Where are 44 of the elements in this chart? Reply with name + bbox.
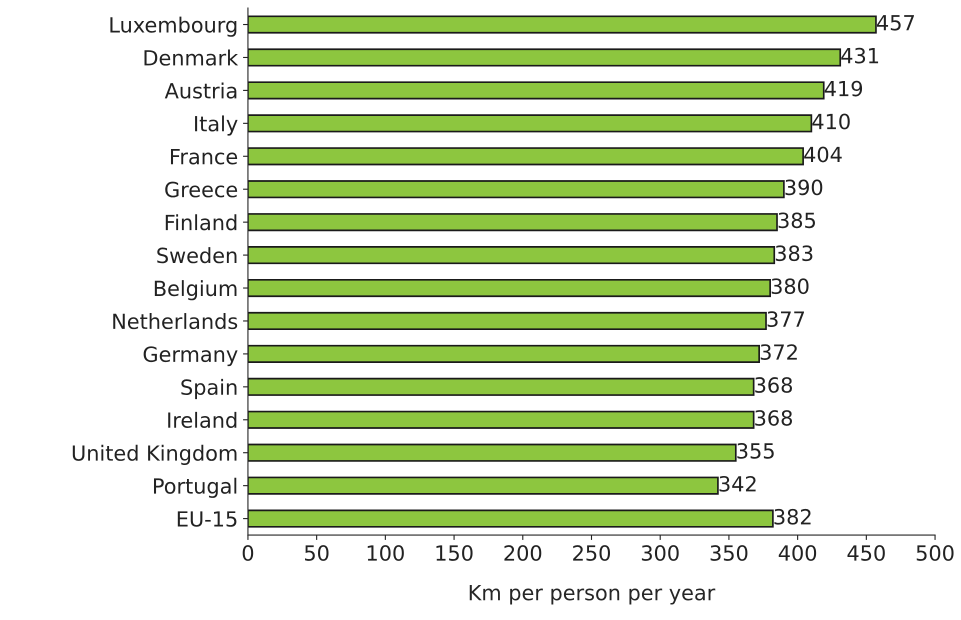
x-tick-label: 150 (436, 545, 473, 561)
x-tick-label: 200 (504, 545, 542, 561)
y-tick-label: Denmark (144, 50, 238, 66)
x-tick-label: 400 (778, 545, 816, 561)
x-axis-title: Km per person per year (470, 585, 716, 605)
data-label: 377 (768, 311, 804, 328)
data-label: 431 (841, 48, 878, 64)
data-label: 372 (760, 344, 797, 360)
data-label: 382 (774, 508, 811, 525)
x-tick-label: 250 (573, 545, 610, 561)
x-tick-label: 500 (916, 545, 954, 561)
data-label: 380 (772, 278, 809, 294)
data-label: 383 (776, 245, 812, 262)
y-tick-label: Netherlands (113, 313, 238, 330)
y-tick-label: Ireland (168, 412, 236, 428)
x-tick-label: 300 (642, 545, 679, 561)
y-tick-label: Luxembourg (110, 16, 236, 37)
data-label: 390 (785, 180, 822, 196)
y-tick-label: France (170, 149, 238, 164)
data-label: 368 (755, 377, 792, 393)
x-tick-label: 100 (368, 545, 404, 561)
x-tick-label: 350 (710, 545, 748, 561)
y-tick-label: Italy (195, 115, 238, 136)
data-label: 404 (804, 146, 842, 162)
data-label: 385 (778, 212, 815, 228)
y-tick-label: Greece (165, 182, 238, 198)
data-label: 410 (812, 114, 850, 130)
y-tick-label: Germany (144, 346, 238, 366)
y-tick-label: Sweden (157, 247, 236, 264)
data-label: 342 (720, 476, 756, 492)
x-tick-label: 0 (242, 545, 254, 561)
y-tick-label: Belgium (154, 280, 236, 300)
x-tick-label: 450 (847, 545, 885, 561)
y-tick-label: Portugal (154, 478, 236, 498)
data-label: 368 (755, 410, 792, 426)
y-tick-label: Spain (181, 378, 236, 400)
y-tick-label: EU-15 (178, 511, 236, 527)
y-tick-label: Finland (166, 214, 236, 230)
data-label: 457 (876, 15, 914, 31)
data-label: 355 (737, 443, 774, 459)
y-tick-label: United Kingdom (72, 444, 236, 465)
x-tick-label: 50 (305, 545, 329, 561)
data-label: 419 (824, 80, 862, 96)
y-tick-label: Austria (164, 82, 236, 99)
